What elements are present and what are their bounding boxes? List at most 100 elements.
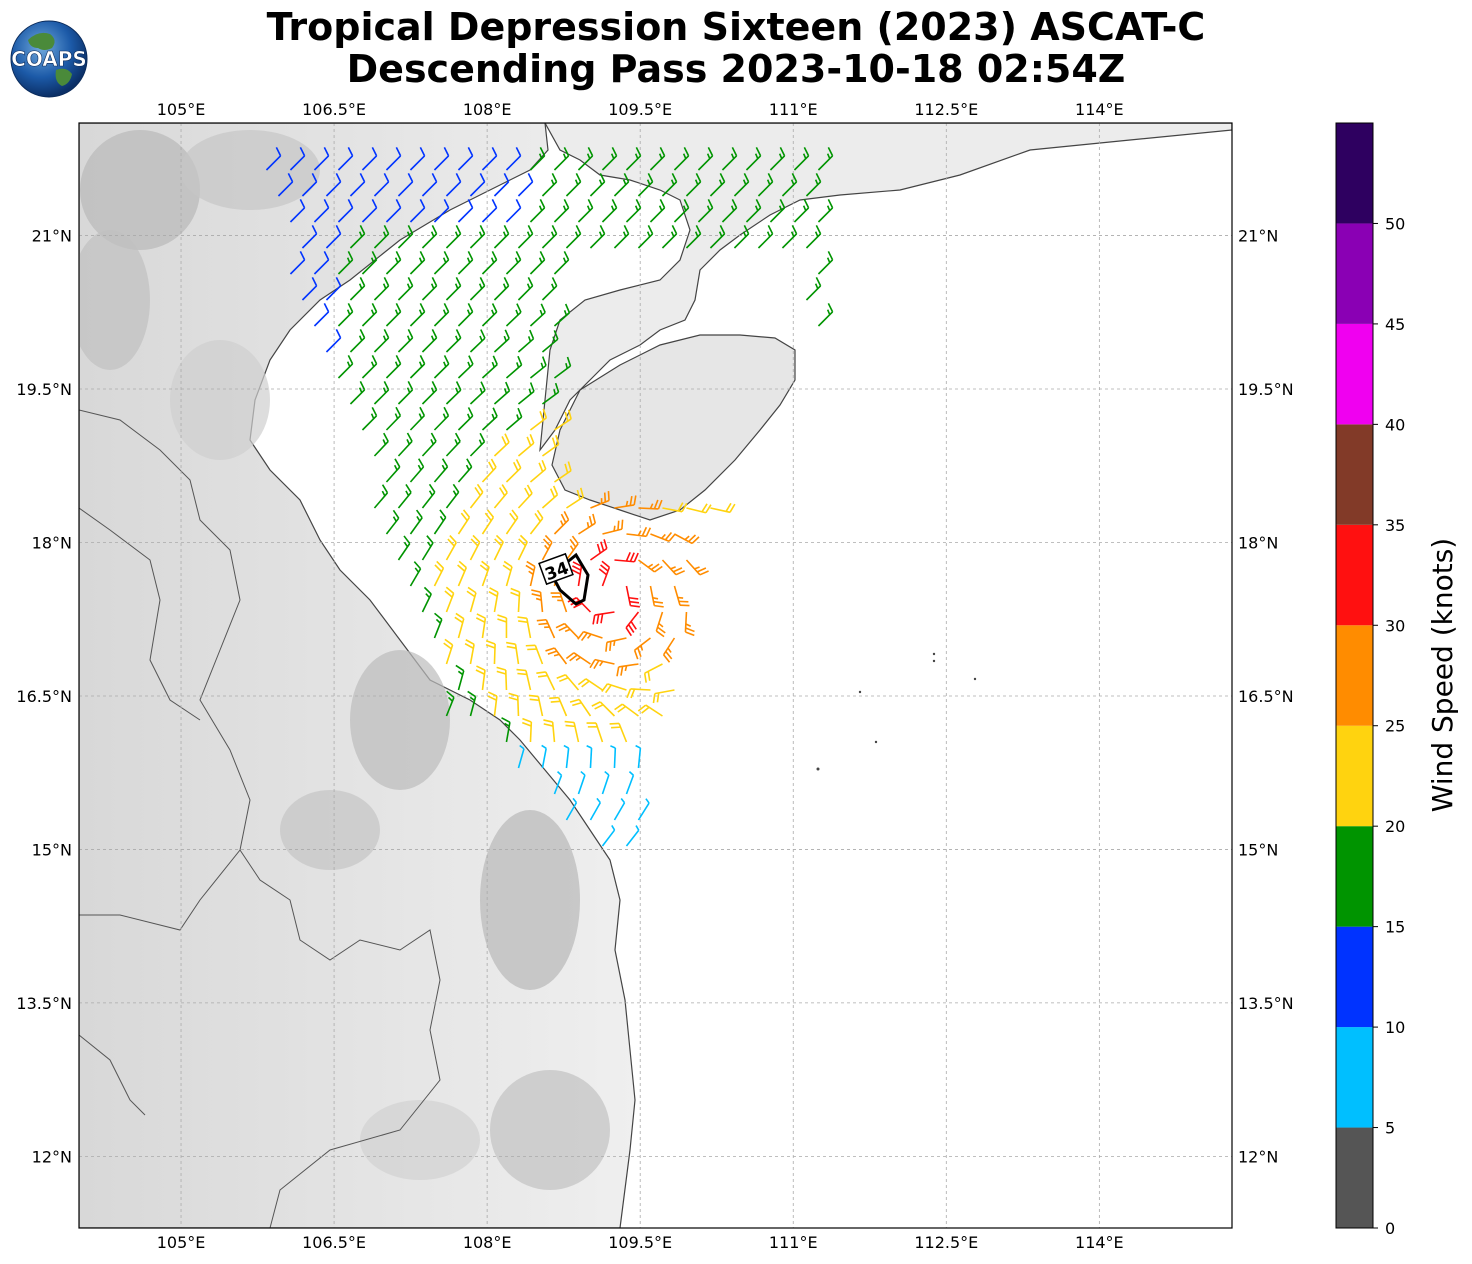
wind-barb [502, 560, 513, 587]
wind-barb [397, 380, 414, 405]
wind-barb [697, 199, 714, 223]
wind-barb [589, 658, 615, 670]
wind-barb [469, 225, 486, 249]
island [973, 677, 977, 681]
wind-barb [289, 199, 306, 223]
wind-barb [685, 225, 702, 249]
wind-barb [605, 637, 627, 652]
coaps-logo: COAPS [10, 20, 88, 98]
wind-barb [325, 173, 342, 197]
lat-tick-label: 13.5°N [1238, 994, 1294, 1013]
wind-barb [686, 503, 712, 514]
wind-barb [505, 407, 523, 431]
wind-barb [517, 616, 532, 639]
wind-barb [475, 613, 487, 639]
lat-tick-label: 13.5°N [16, 994, 72, 1013]
wind-barb [361, 251, 378, 275]
wind-barb [721, 199, 738, 223]
wind-barb [349, 225, 366, 249]
wind-barb [421, 432, 437, 457]
wind-barb [625, 147, 642, 171]
wind-barb [592, 611, 615, 625]
wind-barb [598, 560, 611, 587]
wind-barb [649, 585, 664, 608]
lat-tick-label: 21°N [32, 227, 72, 246]
wind-barb [385, 458, 401, 483]
wind-barb [397, 225, 414, 249]
wind-barb [433, 560, 445, 587]
wind-barb [481, 147, 498, 171]
wind-barb [361, 406, 378, 431]
wind-barb [409, 303, 426, 327]
wind-barb [652, 689, 675, 704]
wind-barb [577, 678, 603, 691]
wind-barb [545, 647, 568, 665]
wind-barb [638, 499, 663, 510]
wind-barb [805, 173, 822, 197]
wind-barb [613, 225, 630, 249]
wind-barb [637, 173, 654, 197]
colorbar-bin [1336, 1127, 1373, 1228]
wind-barb [505, 509, 519, 535]
map-frame [78, 122, 1233, 1229]
wind-barb [445, 483, 460, 509]
island [816, 767, 820, 771]
wind-barb [525, 560, 536, 587]
wind-barb [409, 561, 422, 587]
wind-barb [445, 534, 457, 561]
wind-barb [529, 356, 547, 379]
lat-tick-label: 12°N [1238, 1147, 1278, 1166]
wind-barb [455, 664, 465, 691]
wind-barb [589, 797, 602, 821]
colorbar-bin [1336, 926, 1373, 1028]
colorbar-bin [1336, 223, 1373, 324]
lon-tick-label: 111°E [769, 1233, 818, 1252]
wind-barb [313, 147, 330, 171]
wind-barb [733, 173, 750, 197]
wind-barb [553, 356, 572, 379]
wind-barb [373, 329, 390, 353]
wind-barb [409, 147, 426, 171]
terrain-patch [170, 340, 270, 460]
wind-barb [601, 683, 627, 694]
wind-barb [781, 225, 798, 249]
wind-barb [361, 199, 378, 223]
wind-barb [553, 251, 570, 275]
wind-barb [373, 225, 390, 249]
wind-barb [541, 435, 560, 457]
wind-barb [385, 199, 402, 223]
wind-barb [566, 487, 584, 509]
wind-barb [385, 509, 400, 535]
terrain-patch [350, 650, 450, 790]
wind-barb [469, 173, 486, 197]
wind-barb [626, 688, 651, 699]
lon-tick-label: 114°E [1075, 1233, 1124, 1252]
wind-barb [497, 614, 508, 639]
wind-barb [614, 552, 639, 563]
wind-barb [769, 199, 786, 223]
wind-barb [433, 303, 450, 327]
wind-barb [481, 509, 495, 535]
wind-barb [517, 277, 534, 301]
wind-barb [553, 199, 570, 223]
wind-barb [337, 147, 354, 171]
wind-barb [613, 173, 630, 197]
wind-barb [493, 433, 510, 457]
colorbar-tick-label: 20 [1385, 817, 1405, 836]
wind-barb [469, 329, 486, 353]
wind-barb [301, 277, 318, 301]
wind-barb [633, 637, 651, 660]
wind-barb [337, 303, 354, 327]
wind-barb [565, 173, 582, 197]
wind-barb [536, 618, 556, 639]
lon-tick-label: 105°E [157, 1233, 206, 1252]
colorbar-bin [1336, 524, 1373, 626]
wind-barb [501, 717, 511, 743]
wind-barb [541, 382, 560, 405]
wind-barb [493, 329, 510, 353]
wind-barb [337, 199, 354, 223]
wind-barb [457, 509, 471, 535]
colorbar-tick-label: 10 [1385, 1018, 1405, 1037]
wind-barb [517, 534, 528, 561]
wind-barb [625, 825, 640, 847]
